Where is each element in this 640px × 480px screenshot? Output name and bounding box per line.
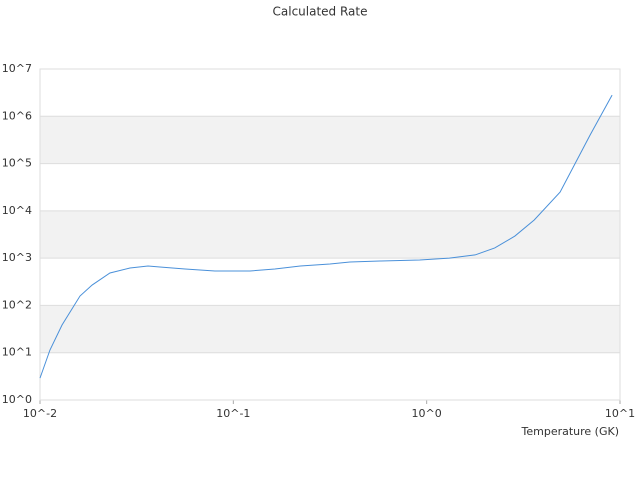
x-tick-label: 10^1: [605, 407, 635, 420]
y-tick-label: 10^1: [2, 346, 32, 359]
y-tick-label: 10^3: [2, 251, 32, 264]
y-tick-label: 10^6: [2, 109, 32, 122]
data-line: [39, 94, 613, 379]
x-tick-label: 10^-1: [216, 407, 250, 420]
y-tick-label: 10^7: [2, 62, 32, 75]
y-tick-label: 10^5: [2, 157, 32, 170]
chart-title: Calculated Rate: [273, 5, 368, 19]
x-axis-label: Temperature (GK): [521, 425, 620, 438]
y-tick-label: 10^0: [2, 393, 32, 406]
x-tick-label: 10^0: [412, 407, 442, 420]
x-tick-label: 10^-2: [23, 407, 57, 420]
grid-band: [40, 210, 620, 259]
grid-band: [40, 305, 620, 353]
grid-band: [40, 116, 620, 164]
plot-frame: [39, 68, 621, 401]
y-tick-label: 10^4: [2, 204, 32, 217]
y-tick-label: 10^2: [2, 298, 32, 311]
